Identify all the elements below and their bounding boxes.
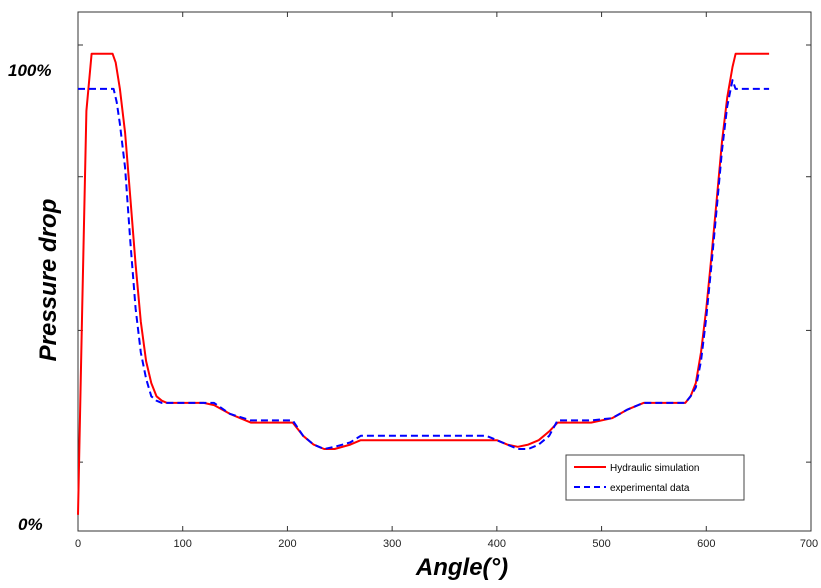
series-layer — [77, 52, 770, 515]
x-tick-label: 700 — [800, 538, 818, 550]
series-line-hydraulic-simulation — [77, 52, 770, 515]
x-tick-label: 600 — [697, 538, 715, 550]
legend-label-experimental: experimental data — [610, 483, 690, 494]
y-axis-label: Pressure drop — [35, 199, 62, 362]
x-tick-label: 300 — [383, 538, 401, 550]
x-axis-label: Angle(°) — [415, 554, 508, 581]
x-axis-ticks: 0 100 200 300 400 500 600 700 — [75, 12, 818, 550]
y-tick-label-0: 0% — [18, 515, 43, 534]
y-axis-ticks — [78, 44, 811, 463]
x-tick-label: 100 — [174, 538, 192, 550]
x-tick-label: 0 — [75, 538, 81, 550]
x-tick-label: 400 — [488, 538, 506, 550]
legend: Hydraulic simulation experimental data — [565, 454, 745, 501]
y-tick-label-100: 100% — [8, 61, 51, 80]
plot-area — [77, 11, 812, 532]
legend-box — [565, 454, 745, 501]
series-line-experimental-data — [78, 79, 770, 450]
legend-label-hydraulic: Hydraulic simulation — [610, 463, 699, 474]
x-tick-label: 200 — [278, 538, 296, 550]
x-tick-label: 500 — [592, 538, 610, 550]
